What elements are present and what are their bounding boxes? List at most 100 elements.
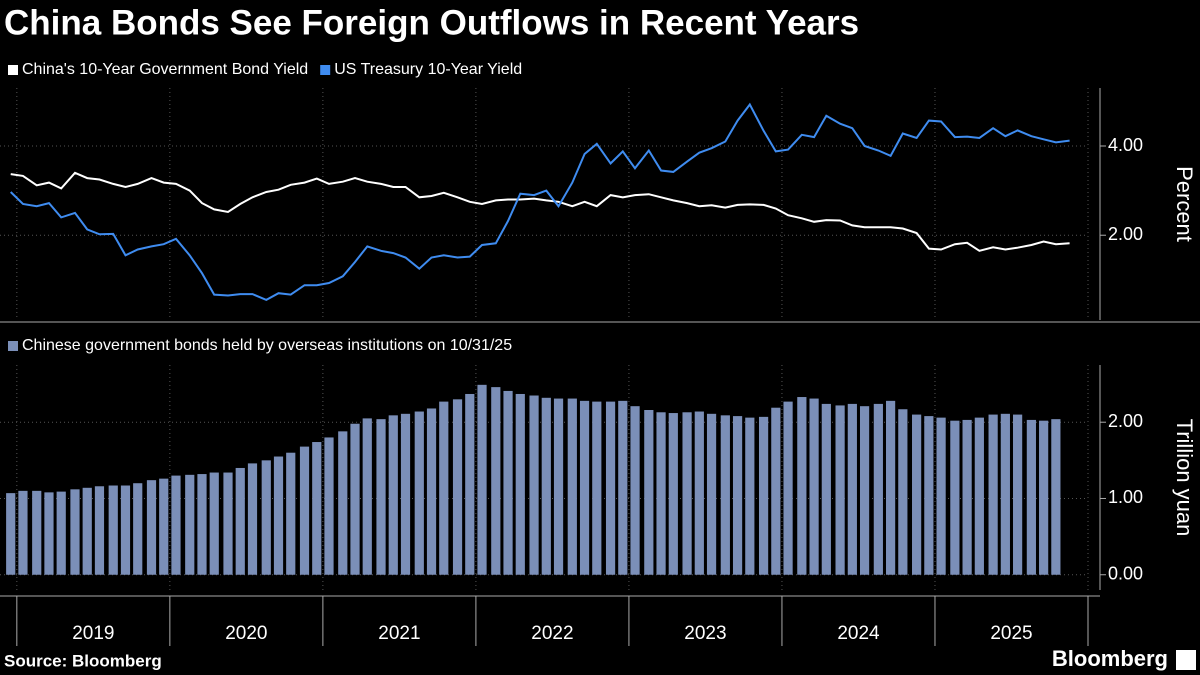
bar bbox=[529, 395, 539, 575]
bar bbox=[376, 419, 386, 575]
bar bbox=[247, 463, 258, 575]
bar bbox=[541, 397, 551, 575]
bar bbox=[56, 491, 66, 575]
x-tick-label: 2020 bbox=[225, 623, 267, 644]
bar bbox=[821, 403, 831, 575]
bar bbox=[618, 400, 628, 575]
yield-line bbox=[10, 102, 1070, 302]
bar bbox=[350, 423, 360, 575]
bar bbox=[809, 398, 819, 575]
bar bbox=[847, 403, 857, 575]
bar bbox=[312, 442, 322, 575]
y-axis-label: Percent bbox=[1172, 166, 1197, 242]
bar bbox=[950, 420, 960, 575]
bar bbox=[324, 437, 334, 575]
bar bbox=[286, 452, 296, 575]
bar bbox=[1051, 419, 1061, 575]
bar bbox=[720, 415, 730, 575]
bar bbox=[503, 390, 513, 575]
bar bbox=[273, 456, 284, 575]
bar bbox=[924, 416, 934, 575]
bar bbox=[515, 393, 525, 575]
y-axis-label: Trillion yuan bbox=[1172, 419, 1197, 537]
x-tick-label: 2022 bbox=[531, 623, 573, 644]
bar bbox=[146, 480, 157, 575]
bar bbox=[261, 460, 271, 575]
bar bbox=[644, 410, 654, 575]
bar bbox=[426, 408, 437, 575]
bar bbox=[962, 419, 972, 575]
bar bbox=[592, 401, 602, 575]
bar bbox=[1026, 419, 1036, 575]
x-tick-label: 2023 bbox=[684, 623, 726, 644]
bar bbox=[1000, 413, 1010, 575]
bar bbox=[414, 411, 424, 575]
chart-title: China Bonds See Foreign Outflows in Rece… bbox=[4, 3, 859, 42]
bar bbox=[171, 475, 181, 575]
bar bbox=[656, 412, 666, 575]
brand-icon bbox=[1176, 650, 1196, 670]
bar bbox=[362, 418, 372, 575]
bar bbox=[159, 478, 169, 575]
bar bbox=[299, 446, 310, 575]
bar bbox=[859, 406, 870, 575]
bar bbox=[338, 431, 348, 575]
bar bbox=[758, 416, 769, 575]
bar bbox=[32, 490, 42, 575]
bar bbox=[133, 483, 143, 575]
yield-line bbox=[10, 171, 1070, 252]
bar bbox=[745, 417, 755, 575]
bar bbox=[682, 412, 692, 575]
bar bbox=[6, 493, 16, 575]
bar bbox=[988, 414, 998, 575]
bar bbox=[1039, 420, 1049, 575]
source: Source: Bloomberg bbox=[4, 651, 162, 670]
legend-label: Chinese government bonds held by oversea… bbox=[22, 337, 512, 354]
bar bbox=[579, 400, 590, 575]
y-tick-label: 1.00 bbox=[1108, 487, 1143, 507]
bar bbox=[185, 474, 195, 575]
legend-swatch bbox=[8, 65, 18, 75]
bar bbox=[491, 387, 501, 575]
bar bbox=[694, 411, 704, 575]
bar bbox=[120, 485, 131, 575]
bar bbox=[974, 417, 984, 575]
bar bbox=[108, 485, 118, 575]
bar bbox=[732, 416, 743, 575]
bar bbox=[18, 490, 28, 575]
bar bbox=[197, 474, 207, 575]
x-tick-label: 2019 bbox=[72, 623, 114, 644]
bar bbox=[553, 398, 564, 575]
bar bbox=[82, 487, 92, 575]
x-tick-label: 2024 bbox=[837, 623, 880, 644]
bar bbox=[873, 403, 883, 575]
y-tick-label: 2.00 bbox=[1108, 224, 1143, 244]
bar bbox=[605, 401, 616, 575]
bar bbox=[44, 492, 54, 575]
legend-swatch bbox=[8, 341, 18, 351]
bar bbox=[465, 393, 475, 575]
bar bbox=[439, 401, 449, 575]
bar bbox=[912, 414, 922, 575]
bar bbox=[235, 467, 245, 575]
y-tick-label: 4.00 bbox=[1108, 135, 1143, 155]
legend-swatch bbox=[320, 65, 331, 75]
bar bbox=[223, 472, 233, 575]
bar bbox=[70, 489, 80, 575]
bar bbox=[1013, 414, 1023, 575]
x-tick-label: 2021 bbox=[378, 623, 420, 644]
bar bbox=[783, 401, 793, 575]
bar bbox=[209, 472, 219, 575]
bar bbox=[797, 397, 807, 575]
bar bbox=[771, 407, 781, 575]
bar bbox=[94, 486, 105, 575]
bar bbox=[400, 413, 411, 575]
bar bbox=[452, 399, 463, 575]
bar bbox=[885, 400, 896, 575]
bar bbox=[388, 415, 398, 575]
bar bbox=[898, 409, 908, 575]
bar bbox=[668, 413, 678, 575]
bar bbox=[706, 413, 717, 575]
